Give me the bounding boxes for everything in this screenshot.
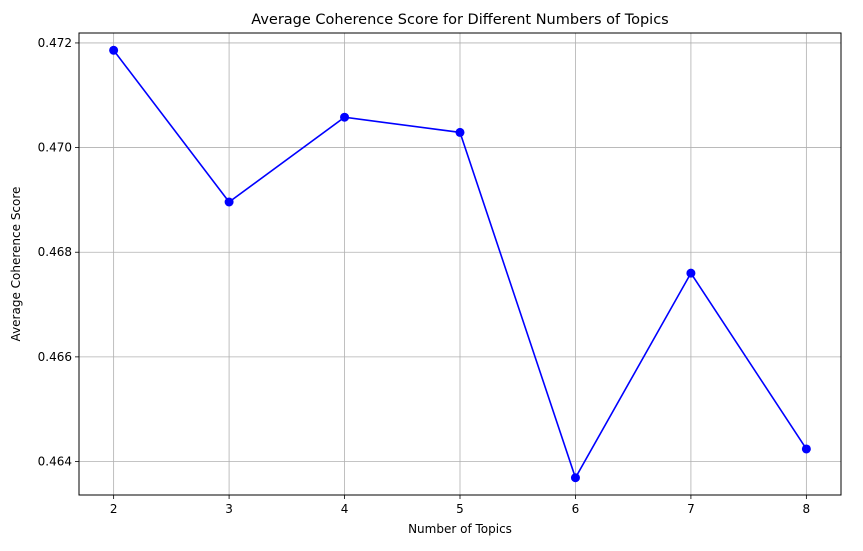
series-markers bbox=[109, 45, 811, 483]
x-tick-label: 3 bbox=[225, 502, 233, 516]
y-tick-label: 0.470 bbox=[38, 141, 72, 155]
x-tick-label: 5 bbox=[456, 502, 464, 516]
data-point bbox=[455, 127, 465, 137]
x-tick-label: 4 bbox=[341, 502, 349, 516]
x-tick-label: 8 bbox=[803, 502, 811, 516]
x-tick-label: 7 bbox=[687, 502, 695, 516]
grid-lines bbox=[79, 33, 841, 495]
y-axis-label: Average Coherence Score bbox=[9, 187, 23, 342]
x-tick-label: 2 bbox=[110, 502, 118, 516]
y-tick-label: 0.466 bbox=[38, 350, 72, 364]
x-axis-label: Number of Topics bbox=[408, 522, 512, 536]
x-axis-ticks: 2 3 4 5 6 7 8 bbox=[110, 495, 810, 516]
data-point bbox=[686, 268, 696, 278]
y-tick-label: 0.472 bbox=[38, 36, 72, 50]
chart-title: Average Coherence Score for Different Nu… bbox=[251, 12, 668, 28]
x-tick-label: 6 bbox=[572, 502, 580, 516]
y-axis-ticks: 0.464 0.466 0.468 0.470 0.472 bbox=[38, 36, 79, 469]
data-point bbox=[340, 112, 350, 122]
y-tick-label: 0.468 bbox=[38, 245, 72, 259]
data-point bbox=[224, 197, 234, 207]
data-point bbox=[109, 45, 119, 55]
y-tick-label: 0.464 bbox=[38, 455, 72, 469]
data-point bbox=[801, 444, 811, 454]
data-point bbox=[570, 473, 580, 483]
